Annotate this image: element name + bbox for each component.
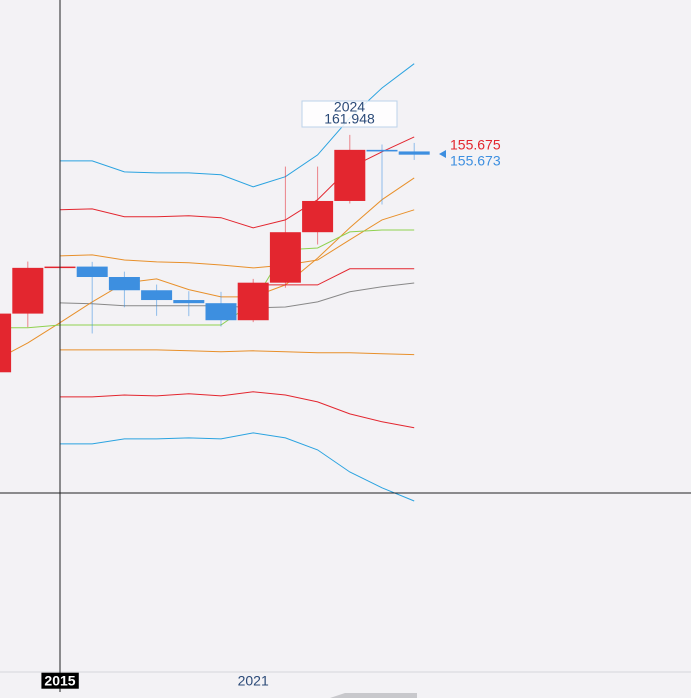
candle-body — [12, 267, 44, 314]
candle-body — [334, 149, 366, 201]
candle-body — [237, 282, 269, 321]
indicator-line — [59, 209, 415, 269]
scrollbar[interactable] — [330, 693, 417, 698]
x-tick-label: 2015 — [44, 673, 75, 689]
indicator-line — [59, 282, 415, 309]
candle-body — [302, 200, 334, 233]
indicator-line — [60, 349, 415, 356]
indicator-line — [253, 268, 415, 286]
tooltip-value: 161.948 — [324, 111, 375, 127]
indicator-line — [60, 432, 415, 502]
indicator-line — [60, 391, 415, 429]
indicator-line — [0, 229, 415, 329]
candle-body — [141, 290, 173, 301]
x-tick-label: 2021 — [238, 673, 269, 689]
price-tag: 155.675 — [450, 137, 501, 153]
candle-body — [269, 232, 301, 283]
price-marker — [439, 150, 446, 158]
tooltip-label: 2024 — [334, 99, 365, 115]
candle-body — [76, 266, 108, 278]
candle-body — [205, 303, 237, 321]
candle-body — [398, 151, 430, 155]
candle-body — [173, 300, 205, 304]
indicator-line — [0, 177, 415, 359]
tooltip-box — [301, 100, 398, 128]
candle-body — [108, 277, 140, 291]
candle-body — [0, 313, 12, 373]
crosshair-x-label-bg — [41, 672, 79, 689]
price-tag: 155.673 — [450, 153, 501, 169]
candle-body — [366, 149, 398, 152]
